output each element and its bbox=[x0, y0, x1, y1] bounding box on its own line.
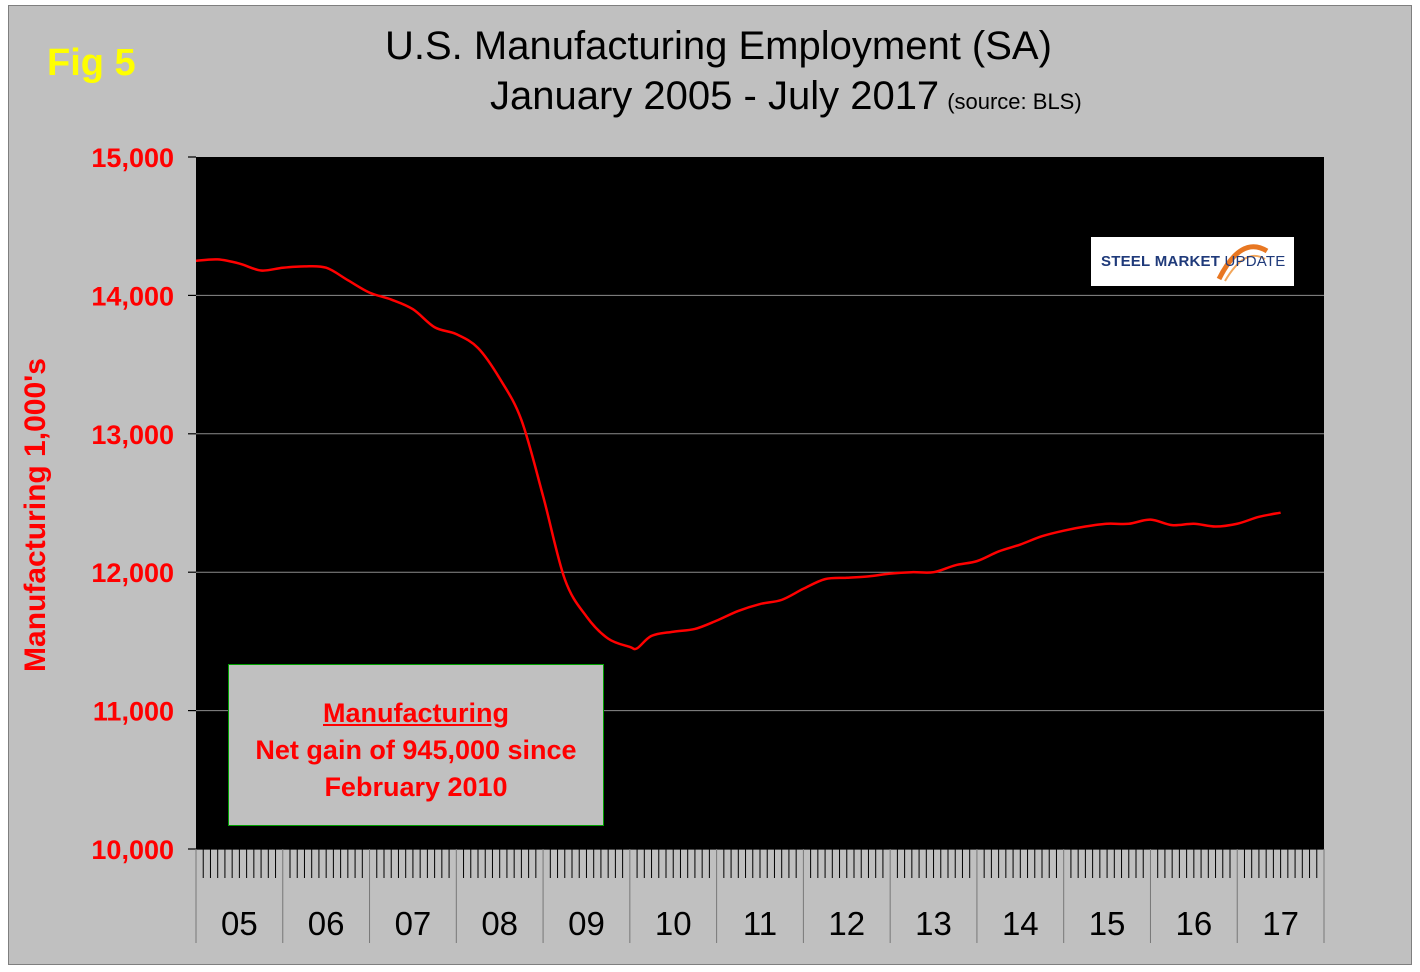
y-tick-label: 13,000 bbox=[91, 420, 174, 450]
x-tick-label: 11 bbox=[743, 905, 777, 942]
y-tick-label: 12,000 bbox=[91, 558, 174, 588]
x-tick-label: 10 bbox=[655, 905, 692, 942]
x-tick-label: 17 bbox=[1262, 905, 1299, 942]
logo-swoosh-icon bbox=[1216, 244, 1269, 282]
x-tick-label: 08 bbox=[481, 905, 518, 942]
series-line-manufacturing bbox=[195, 258, 1281, 651]
x-tick-label: 13 bbox=[915, 905, 952, 942]
x-tick-label: 09 bbox=[568, 905, 605, 942]
logo-word-update: UPDATE bbox=[1224, 253, 1286, 270]
chart-title-line1: U.S. Manufacturing Employment (SA) bbox=[385, 24, 1052, 68]
steel-market-update-logo: STEEL MARKET UPDATE bbox=[1091, 237, 1294, 286]
y-axis-ticks: 10,000 11,000 12,000 13,000 14,000 15,000 bbox=[91, 143, 196, 865]
annotation-box: Manufacturing Net gain of 945,000 since … bbox=[228, 664, 604, 826]
chart-title-line2: January 2005 - July 2017 (source: BLS) bbox=[490, 74, 1082, 119]
x-tick-label: 12 bbox=[828, 905, 865, 942]
x-tick-label: 16 bbox=[1175, 905, 1212, 942]
y-tick-label: 11,000 bbox=[93, 697, 174, 727]
annotation-line1: Net gain of 945,000 since bbox=[255, 735, 577, 765]
y-tick-label: 15,000 bbox=[91, 143, 174, 173]
x-tick-label: 06 bbox=[308, 905, 345, 942]
annotation-title: Manufacturing bbox=[323, 698, 509, 728]
y-tick-label: 10,000 bbox=[91, 835, 174, 865]
logo-text: STEEL MARKET UPDATE bbox=[1101, 253, 1285, 270]
logo-word-market: MARKET bbox=[1154, 253, 1221, 270]
x-axis-band: 05 06 07 08 09 10 11 12 13 14 15 16 17 bbox=[195, 848, 1325, 943]
y-tick-label: 14,000 bbox=[91, 281, 174, 311]
x-tick-label: 05 bbox=[221, 905, 258, 942]
chart-title-dates: January 2005 - July 2017 bbox=[490, 74, 940, 118]
figure-label: Fig 5 bbox=[47, 42, 136, 84]
x-tick-label: 15 bbox=[1089, 905, 1126, 942]
x-tick-label: 14 bbox=[1002, 905, 1039, 942]
annotation-line2: February 2010 bbox=[324, 772, 508, 802]
logo-word-steel: STEEL bbox=[1101, 253, 1151, 270]
x-tick-label: 07 bbox=[395, 905, 432, 942]
source-note: (source: BLS) bbox=[947, 89, 1082, 114]
